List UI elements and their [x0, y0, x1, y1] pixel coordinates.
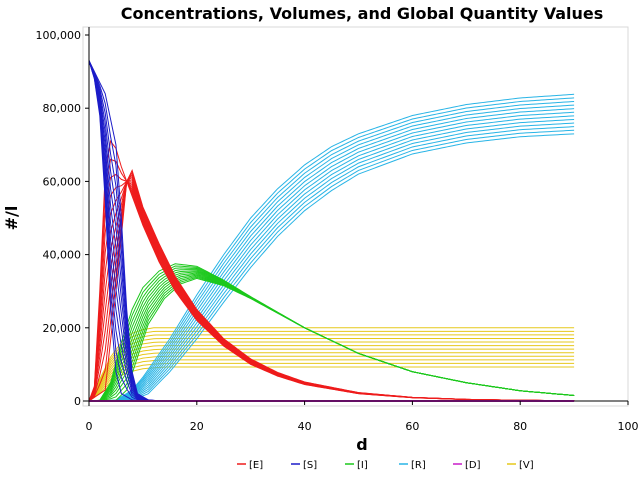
legend-label: [I] [357, 460, 368, 471]
series-line [88, 126, 575, 402]
series-line [88, 277, 575, 402]
legend: [E] [S] [I] [R] [D] [V] [237, 460, 534, 471]
series-line [88, 108, 575, 402]
series-line [88, 169, 575, 402]
legend-label: [E] [249, 460, 263, 471]
x-tick-label: 20 [190, 420, 204, 433]
legend-label: [V] [519, 460, 534, 471]
legend-item: [R] [399, 460, 426, 471]
legend-item: [S] [291, 460, 317, 471]
y-axis-label: #/l [2, 206, 21, 231]
y-axis-ticks: 0 20,000 40,000 60,000 80,000 100,000 [36, 29, 89, 408]
legend-item: [I] [345, 460, 368, 471]
series-line [88, 122, 575, 402]
series-line [88, 100, 575, 402]
series-r [88, 93, 575, 402]
series-line [88, 115, 575, 402]
plot-area [82, 26, 629, 407]
x-tick-label: 100 [618, 420, 639, 433]
x-axis-label: d [356, 435, 367, 454]
series-line [88, 348, 575, 402]
series-line [88, 330, 575, 402]
chart-title: Concentrations, Volumes, and Global Quan… [121, 4, 604, 23]
series-line [88, 111, 575, 402]
series-line [88, 352, 575, 402]
legend-label: [S] [303, 460, 317, 471]
series-line [88, 366, 575, 402]
legend-item: [D] [453, 460, 481, 471]
y-tick-label: 60,000 [43, 175, 82, 188]
series-line [88, 97, 575, 402]
x-tick-label: 60 [405, 420, 419, 433]
series-line [88, 327, 575, 402]
legend-label: [D] [465, 460, 481, 471]
series-line [88, 133, 575, 402]
series-line [88, 118, 575, 402]
x-tick-label: 40 [298, 420, 312, 433]
series-line [88, 104, 575, 402]
x-tick-label: 0 [86, 420, 93, 433]
series-line [88, 334, 575, 402]
legend-label: [R] [411, 460, 426, 471]
y-tick-label: 100,000 [36, 29, 82, 42]
y-tick-label: 80,000 [43, 102, 82, 115]
series-line [88, 93, 575, 402]
series-e [88, 139, 575, 402]
legend-item: [E] [237, 460, 263, 471]
y-tick-label: 20,000 [43, 322, 82, 335]
x-axis-ticks: 0 20 40 60 80 100 [86, 401, 639, 433]
y-tick-label: 40,000 [43, 249, 82, 262]
x-tick-label: 80 [513, 420, 527, 433]
y-tick-label: 0 [74, 395, 81, 408]
legend-item: [V] [507, 460, 534, 471]
series-line [88, 129, 575, 402]
